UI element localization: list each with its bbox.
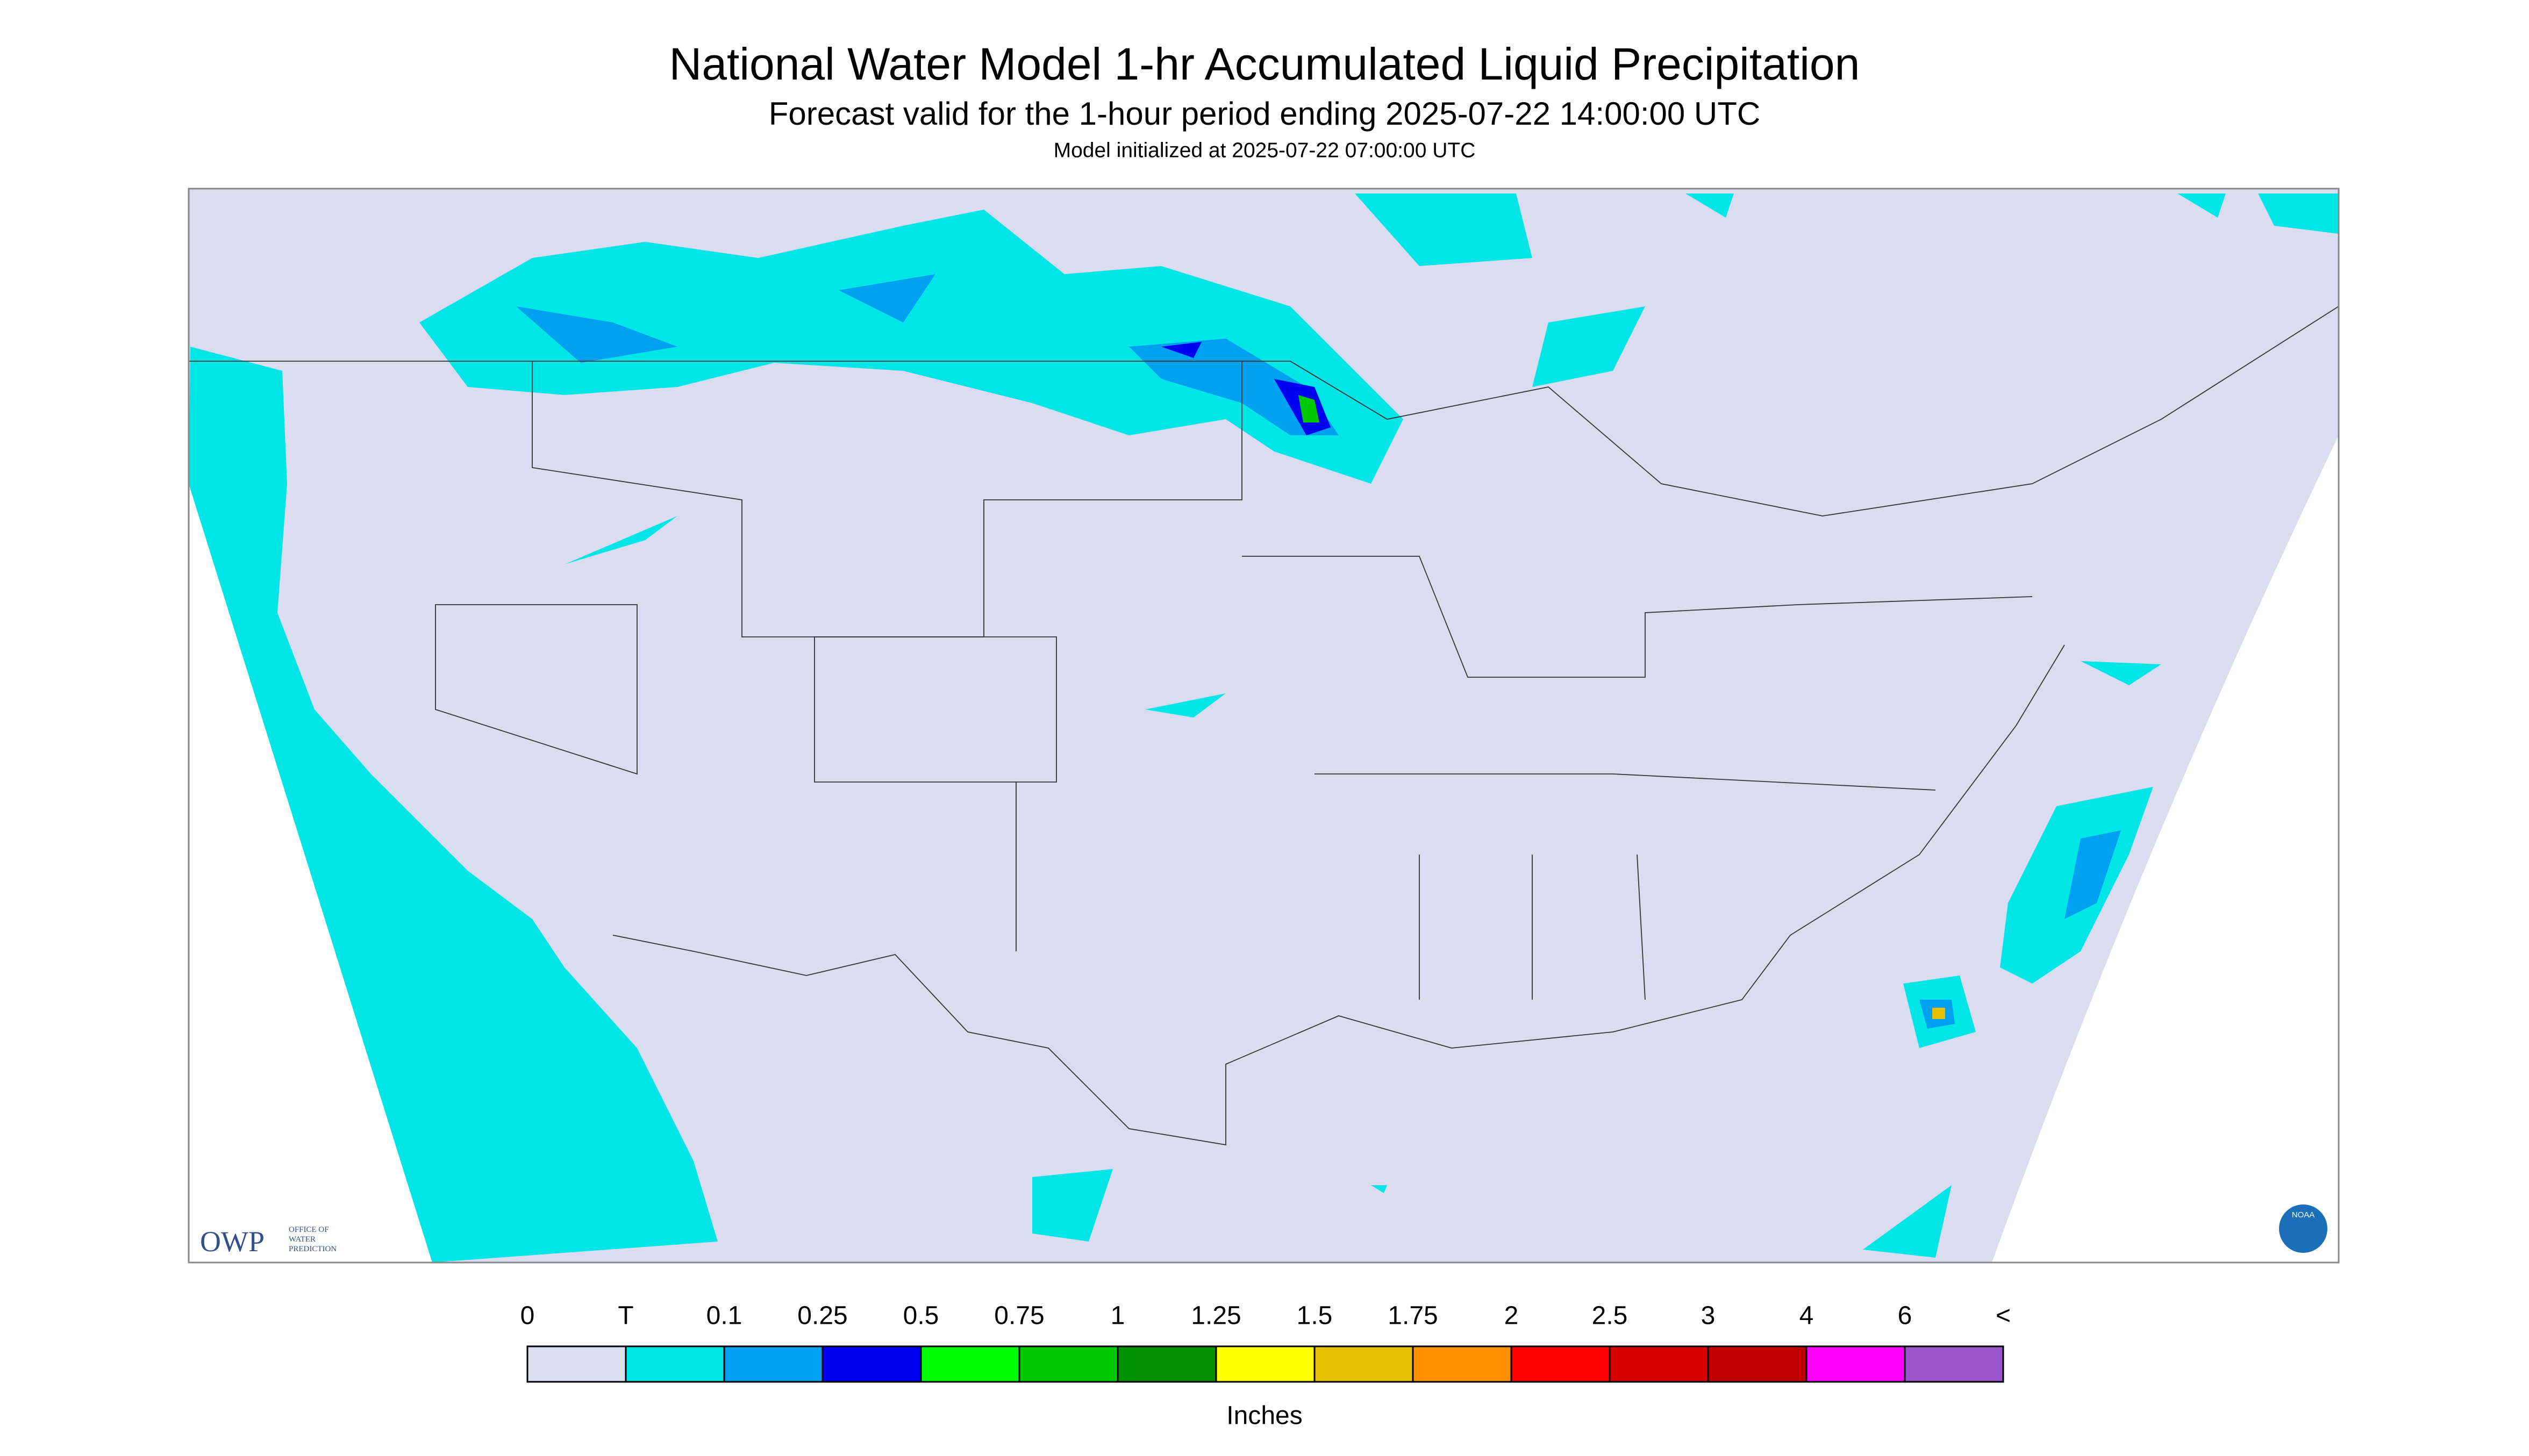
legend-units: Inches: [1226, 1402, 1302, 1430]
precip-area: [1932, 1008, 1945, 1019]
init-time: Model initialized at 2025-07-22 07:00:00…: [1054, 139, 1476, 162]
legend-swatch: [1805, 1345, 1906, 1383]
legend-swatch: [920, 1345, 1020, 1383]
noaa-logo-text: NOAA: [2292, 1210, 2315, 1220]
legend-swatch: [1609, 1345, 1709, 1383]
precip-area: [189, 347, 718, 1263]
legend-swatch: [1215, 1345, 1316, 1383]
precip-area: [1161, 342, 1331, 435]
legend-label: 0.5: [903, 1302, 939, 1330]
title: National Water Model 1-hr Accumulated Li…: [669, 39, 1860, 89]
legend-label: 4: [1799, 1302, 1814, 1330]
legend-label: 3: [1701, 1302, 1716, 1330]
legend-swatch: [821, 1345, 922, 1383]
precip-area: [1903, 661, 2161, 1048]
legend-label: 1.5: [1297, 1302, 1333, 1330]
legend-label: 0.75: [994, 1302, 1044, 1330]
map-frame: [188, 188, 2340, 1264]
legend: 0 T 0.1 0.25 0.5 0.75 1 1.25 1.5 1.75 2 2.5 3 4 6 <: [520, 1302, 2011, 1383]
map: OWP OFFICE OF WATER PREDICTION NOAA: [188, 188, 2340, 1264]
legend-swatch: [625, 1345, 725, 1383]
legend-label: 0.25: [797, 1302, 847, 1330]
legend-label: 1.75: [1388, 1302, 1438, 1330]
owp-logo-text: OFFICE OF: [289, 1225, 329, 1234]
precip-area: [516, 274, 1339, 435]
owp-logo-text: WATER: [289, 1235, 316, 1244]
noaa-logo: [2279, 1204, 2327, 1253]
legend-label: 2: [1504, 1302, 1519, 1330]
owp-logo-text: PREDICTION: [289, 1245, 337, 1253]
legend-swatch: [1117, 1345, 1217, 1383]
legend-label: T: [618, 1302, 633, 1330]
legend-label: 0: [520, 1302, 535, 1330]
legend-swatch: [1904, 1345, 2004, 1383]
owp-logo: OWP: [200, 1225, 265, 1258]
legend-swatch: [1018, 1345, 1119, 1383]
legend-label: 1: [1111, 1302, 1125, 1330]
legend-label: 6: [1898, 1302, 1912, 1330]
legend-label: 0.1: [706, 1302, 742, 1330]
legend-swatch: [526, 1345, 627, 1383]
borders: [189, 306, 2339, 1146]
legend-label: 2.5: [1592, 1302, 1628, 1330]
legend-swatch: [723, 1345, 824, 1383]
precip-area: [419, 210, 1403, 484]
precip-area: [1298, 395, 1319, 422]
legend-label: <: [1996, 1302, 2011, 1330]
legend-swatch: [1412, 1345, 1512, 1383]
legend-label: 1.25: [1191, 1302, 1241, 1330]
legend-swatch: [1510, 1345, 1611, 1383]
legend-swatch: [1313, 1345, 1414, 1383]
domain-edge: [1992, 435, 2339, 1263]
legend-swatch: [1707, 1345, 1808, 1383]
subtitle: Forecast valid for the 1-hour period end…: [769, 96, 1760, 132]
